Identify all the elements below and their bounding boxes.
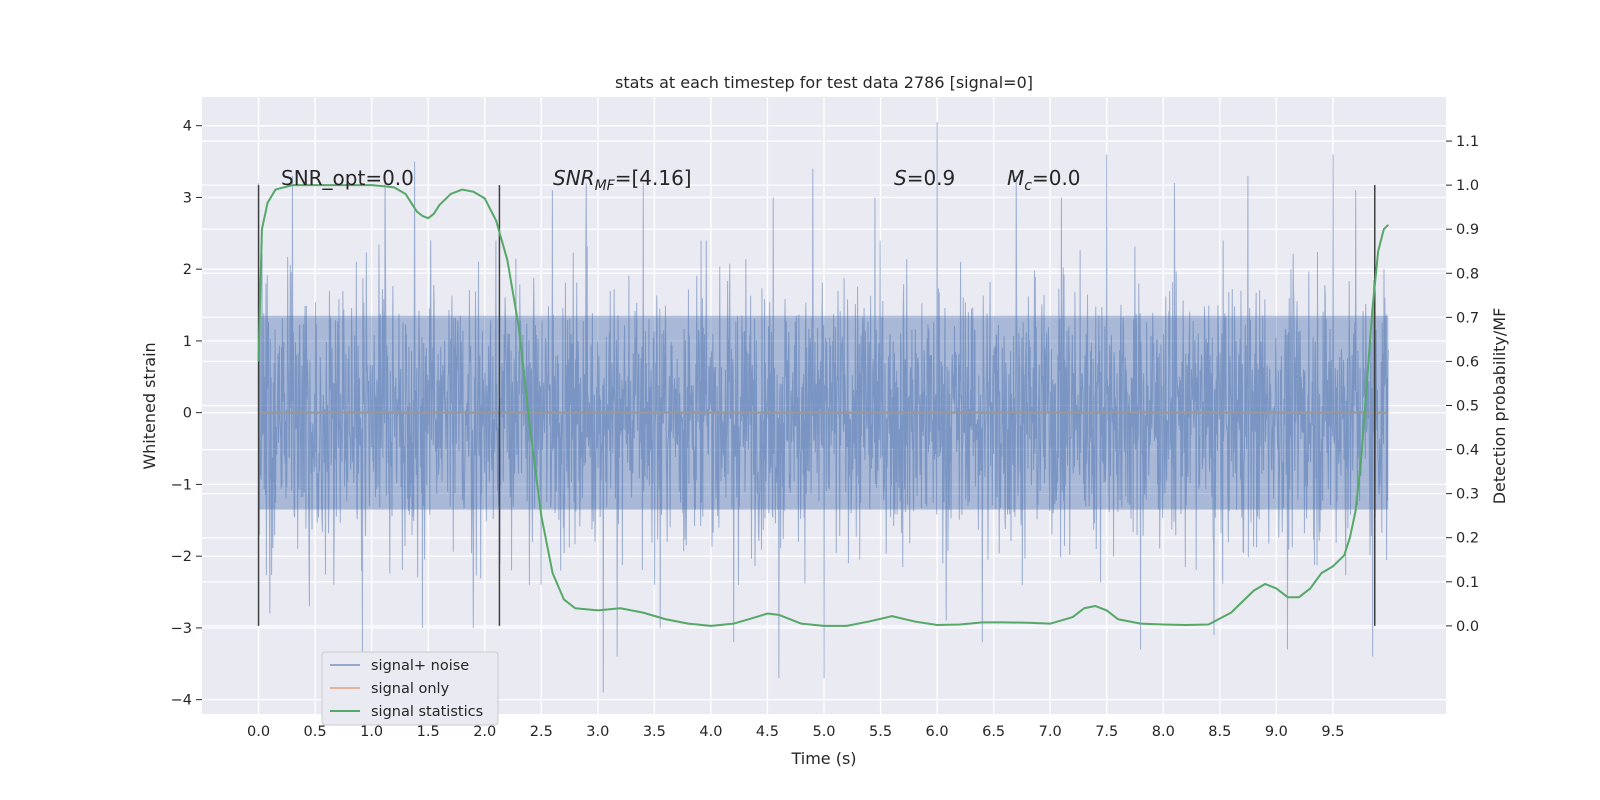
x-tick-label-16: 8.0 (1152, 724, 1175, 740)
x-tick-label-0: 0.0 (247, 724, 270, 740)
annotation-mc-main: M (1007, 166, 1024, 190)
y-tick-label-4: 0 (183, 406, 192, 422)
y-tick-label-1: −3 (171, 621, 192, 637)
y2-tick-label-6: 0.6 (1456, 354, 1479, 370)
y2-tick-label-7: 0.7 (1456, 310, 1479, 326)
y-tick-label-6: 2 (183, 262, 192, 278)
y-axis-ticks: −4 −3 −2 −1 0 1 2 3 4 (171, 119, 202, 709)
x-axis-label: Time (s) (790, 749, 856, 768)
annotation-mc-value: =0.0 (1032, 166, 1081, 190)
x-axis-ticks: 0.0 0.5 1.0 1.5 2.0 2.5 3.0 3.5 4.0 4.5 5.0 5.5 6.0 6… (247, 724, 1344, 740)
annotation-mc-sub: c (1024, 178, 1032, 194)
x-tick-label-11: 5.5 (869, 724, 892, 740)
annotation-snr-opt: SNR_opt=0.0 (281, 166, 414, 190)
annotation-s-value: =0.9 (907, 166, 956, 190)
x-tick-label-14: 7.0 (1039, 724, 1062, 740)
y2-axis-ticks: 0.0 0.1 0.2 0.3 0.4 0.5 0.6 0.7 0.8 0.9 1.0 1.1 (1446, 134, 1479, 635)
y2-tick-label-10: 1.0 (1456, 178, 1479, 194)
x-tick-label-9: 4.5 (756, 724, 779, 740)
x-tick-label-15: 7.5 (1095, 724, 1118, 740)
y-tick-label-0: −4 (171, 693, 192, 709)
signal-statistics-line (257, 184, 1390, 627)
y-tick-label-3: −1 (171, 477, 192, 493)
x-tick-label-2: 1.0 (360, 724, 383, 740)
y2-tick-label-4: 0.4 (1456, 443, 1479, 459)
annotation-snr-mf: SNRMF=[4.16] (553, 166, 692, 194)
chart-title: stats at each timestep for test data 278… (615, 73, 1033, 92)
x-tick-label-3: 1.5 (417, 724, 440, 740)
x-tick-label-10: 5.0 (812, 724, 835, 740)
annotation-snr-mf-main: SNR (553, 166, 595, 190)
noise-trace (258, 122, 1389, 693)
y2-tick-label-11: 1.1 (1456, 134, 1479, 150)
x-tick-label-19: 9.5 (1321, 724, 1344, 740)
y-tick-label-8: 4 (183, 119, 192, 135)
x-tick-label-8: 4.0 (699, 724, 722, 740)
legend-label-signal-noise: signal+ noise (371, 658, 469, 674)
x-tick-label-13: 6.5 (982, 724, 1005, 740)
y-axis-label: Whitened strain (140, 342, 159, 469)
y-tick-label-7: 3 (183, 190, 192, 206)
vertical-markers (257, 185, 1376, 626)
y2-tick-label-5: 0.5 (1456, 399, 1479, 415)
legend: signal+ noise signal only signal statist… (321, 651, 499, 726)
x-tick-label-1: 0.5 (304, 724, 327, 740)
y2-tick-label-8: 0.8 (1456, 266, 1479, 282)
annotation-s-main: S (894, 166, 907, 190)
y-tick-label-2: −2 (171, 549, 192, 565)
x-tick-label-12: 6.0 (926, 724, 949, 740)
x-tick-label-4: 2.0 (473, 724, 496, 740)
legend-label-signal-only: signal only (371, 681, 450, 697)
x-tick-label-18: 9.0 (1265, 724, 1288, 740)
y2-tick-label-3: 0.3 (1456, 487, 1479, 503)
legend-box (321, 651, 499, 726)
y2-tick-label-0: 0.0 (1456, 619, 1479, 635)
series-signal-statistics (257, 184, 1390, 627)
annotation-snr-mf-value: =[4.16] (615, 166, 692, 190)
annotation-s: S=0.9 (894, 166, 955, 190)
y2-tick-label-9: 0.9 (1456, 222, 1479, 238)
y2-tick-label-1: 0.1 (1456, 575, 1479, 591)
x-tick-label-7: 3.5 (643, 724, 666, 740)
y2-tick-label-2: 0.2 (1456, 531, 1479, 547)
y2-axis-label: Detection probability/MF (1490, 308, 1509, 505)
x-tick-label-5: 2.5 (530, 724, 553, 740)
annotation-mc: Mc=0.0 (1007, 166, 1081, 194)
y-tick-label-5: 1 (183, 334, 192, 350)
x-tick-label-17: 8.5 (1208, 724, 1231, 740)
legend-label-signal-statistics: signal statistics (371, 704, 483, 720)
annotation-snr-mf-sub: MF (595, 178, 616, 194)
x-tick-label-6: 3.0 (586, 724, 609, 740)
